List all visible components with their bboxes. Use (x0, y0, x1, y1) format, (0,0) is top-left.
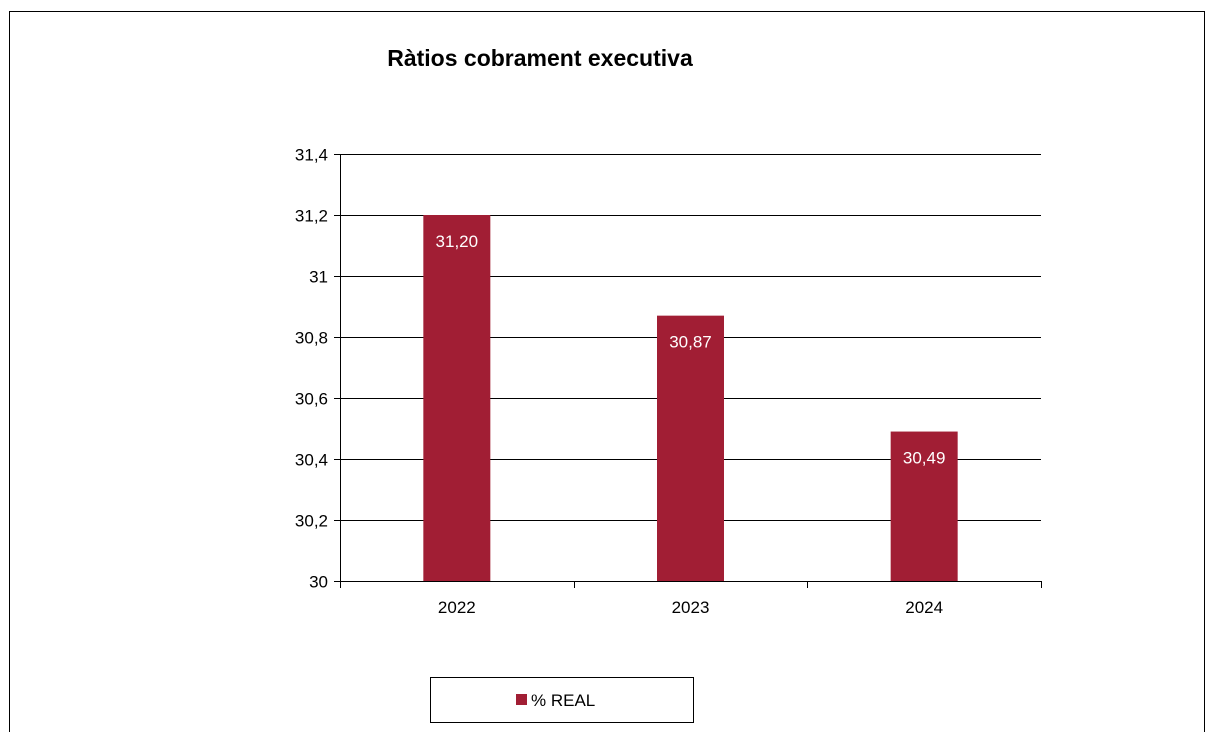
y-tick-label: 31,4 (295, 146, 328, 165)
y-tick-label: 30,6 (295, 390, 328, 409)
data-label: 30,49 (903, 449, 946, 468)
legend: % REAL (430, 677, 694, 723)
data-label: 30,87 (669, 333, 712, 352)
data-label: 31,20 (436, 232, 479, 251)
data-labels: 31,20 30,87 30,49 (436, 232, 946, 468)
bar (657, 315, 724, 581)
legend-swatch (516, 694, 527, 705)
legend-box (430, 677, 694, 723)
x-tick-label: 2022 (438, 598, 476, 617)
y-tick-label: 30,8 (295, 329, 328, 348)
bar (890, 431, 958, 581)
chart-frame (9, 11, 1205, 732)
x-tick-label: 2023 (672, 598, 710, 617)
y-tick-label: 31,2 (295, 207, 328, 226)
x-tick-label: 2024 (905, 598, 943, 617)
y-tick-label: 31 (309, 268, 328, 287)
bar (423, 215, 491, 581)
bars (423, 215, 958, 581)
y-tick-label: 30,4 (295, 451, 328, 470)
y-tick-label: 30,2 (295, 512, 328, 531)
legend-label: % REAL (531, 691, 595, 710)
y-tick-label: 30 (309, 573, 328, 592)
axes: 30 30,2 30,4 30,6 30,8 31 31,2 31,4 2022 2023 2024 (295, 146, 1042, 617)
chart-title: Ràtios cobrament executiva (387, 45, 693, 71)
